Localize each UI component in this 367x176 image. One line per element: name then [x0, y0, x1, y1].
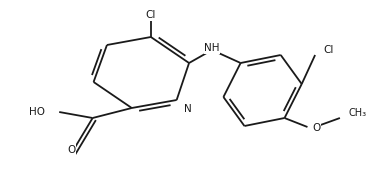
Text: CH₃: CH₃ [349, 108, 367, 118]
Text: Cl: Cl [146, 10, 156, 20]
Text: NH: NH [204, 43, 220, 53]
Text: O: O [312, 123, 320, 133]
Text: O: O [68, 145, 76, 155]
Text: HO: HO [29, 107, 45, 117]
Text: N: N [184, 104, 192, 114]
Text: Cl: Cl [324, 45, 334, 55]
